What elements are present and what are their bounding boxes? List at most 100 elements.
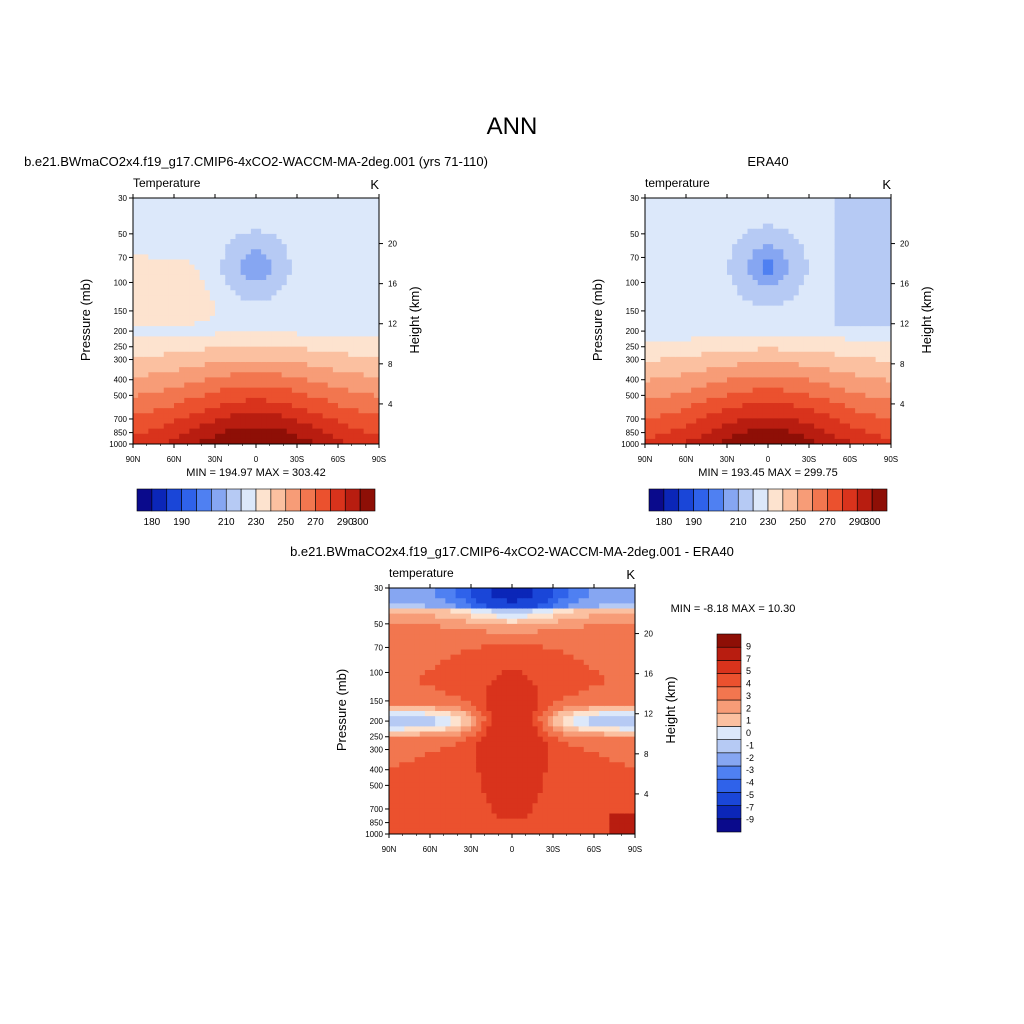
field-cell — [240, 218, 247, 225]
field-cell — [327, 259, 334, 266]
y-tick-label: 100 — [114, 278, 128, 287]
field-cell — [184, 244, 190, 250]
field-cell — [358, 244, 365, 250]
field-cell — [778, 372, 784, 378]
field-cell — [245, 305, 252, 312]
y2-tick-label: 16 — [900, 280, 909, 289]
field-cell — [747, 274, 754, 281]
field-cell — [256, 295, 262, 302]
field-cell — [732, 228, 738, 235]
field-cell — [179, 274, 185, 281]
field-cell — [363, 372, 370, 378]
field-cell — [865, 382, 872, 389]
field-cell — [312, 208, 319, 214]
field-cell — [327, 428, 334, 435]
field-cell — [358, 438, 365, 445]
field-cell — [727, 295, 733, 302]
field-cell — [875, 438, 882, 445]
field-cell — [138, 351, 144, 358]
field-cell — [168, 208, 175, 214]
field-cell — [762, 418, 769, 425]
field-cell — [389, 588, 395, 594]
field-cell — [732, 310, 738, 317]
field-cell — [773, 295, 779, 302]
field-cell — [655, 203, 661, 209]
field-cell — [829, 269, 836, 276]
field-cell — [332, 295, 339, 302]
field-cell — [302, 418, 308, 425]
field-cell — [399, 675, 405, 681]
field-cell — [885, 295, 892, 302]
field-cell — [757, 269, 764, 276]
field-cell — [394, 808, 400, 815]
field-cell — [138, 392, 144, 399]
field-cell — [271, 285, 278, 291]
field-cell — [701, 397, 708, 404]
field-cell — [742, 438, 749, 445]
field-cell — [727, 259, 733, 266]
field-cell — [670, 295, 677, 302]
field-cell — [317, 305, 324, 312]
field-cell — [184, 392, 190, 399]
field-cell — [839, 233, 846, 240]
field-cell — [655, 351, 661, 358]
field-cell — [773, 203, 779, 209]
field-cell — [660, 408, 667, 414]
field-cell — [706, 239, 713, 245]
field-cell — [834, 346, 841, 353]
field-cell — [220, 213, 226, 220]
field-cell — [670, 244, 677, 250]
field-cell — [860, 351, 866, 358]
field-cell — [686, 203, 692, 209]
field-cell — [266, 254, 272, 261]
field-cell — [706, 438, 713, 445]
field-cell — [174, 362, 180, 368]
field-cell — [240, 331, 247, 337]
field-cell — [312, 413, 319, 419]
field-cell — [373, 377, 380, 384]
field-cell — [256, 428, 262, 435]
field-cell — [778, 367, 784, 373]
field-cell — [696, 259, 702, 266]
field-cell — [880, 244, 887, 250]
field-cell — [394, 772, 400, 779]
field-cell — [752, 254, 759, 261]
field-cell — [650, 203, 656, 209]
colorbar-swatch — [300, 488, 316, 512]
field-cell — [291, 356, 298, 363]
field-cell — [220, 239, 226, 245]
field-cell — [276, 377, 283, 384]
field-cell — [230, 336, 237, 343]
field-cell — [829, 198, 836, 204]
field-cell — [256, 249, 262, 255]
field-cell — [737, 346, 743, 353]
field-cell — [297, 403, 303, 409]
field-cell — [179, 244, 185, 250]
field-cell — [773, 377, 779, 384]
field-cell — [256, 305, 262, 312]
field-cell — [850, 326, 856, 332]
field-cell — [312, 310, 319, 317]
field-cell — [645, 336, 651, 343]
field-cell — [266, 331, 272, 337]
field-cell — [199, 295, 206, 302]
field-cell — [757, 239, 764, 245]
field-cell — [307, 259, 313, 266]
field-cell — [680, 198, 687, 204]
field-cell — [803, 423, 810, 430]
field-cell — [235, 408, 242, 414]
x-tick-label: 90S — [884, 455, 898, 464]
field-cell — [655, 372, 661, 378]
field-cell — [686, 208, 692, 214]
field-cell — [742, 387, 749, 394]
field-cell — [297, 218, 303, 225]
field-cell — [855, 428, 861, 435]
field-cell — [235, 372, 242, 378]
field-cell — [691, 321, 697, 327]
field-cell — [716, 377, 723, 384]
field-cell — [174, 213, 180, 220]
field-cell — [696, 331, 702, 337]
field-cell — [747, 403, 754, 409]
field-cell — [189, 213, 196, 220]
field-cell — [680, 285, 687, 291]
